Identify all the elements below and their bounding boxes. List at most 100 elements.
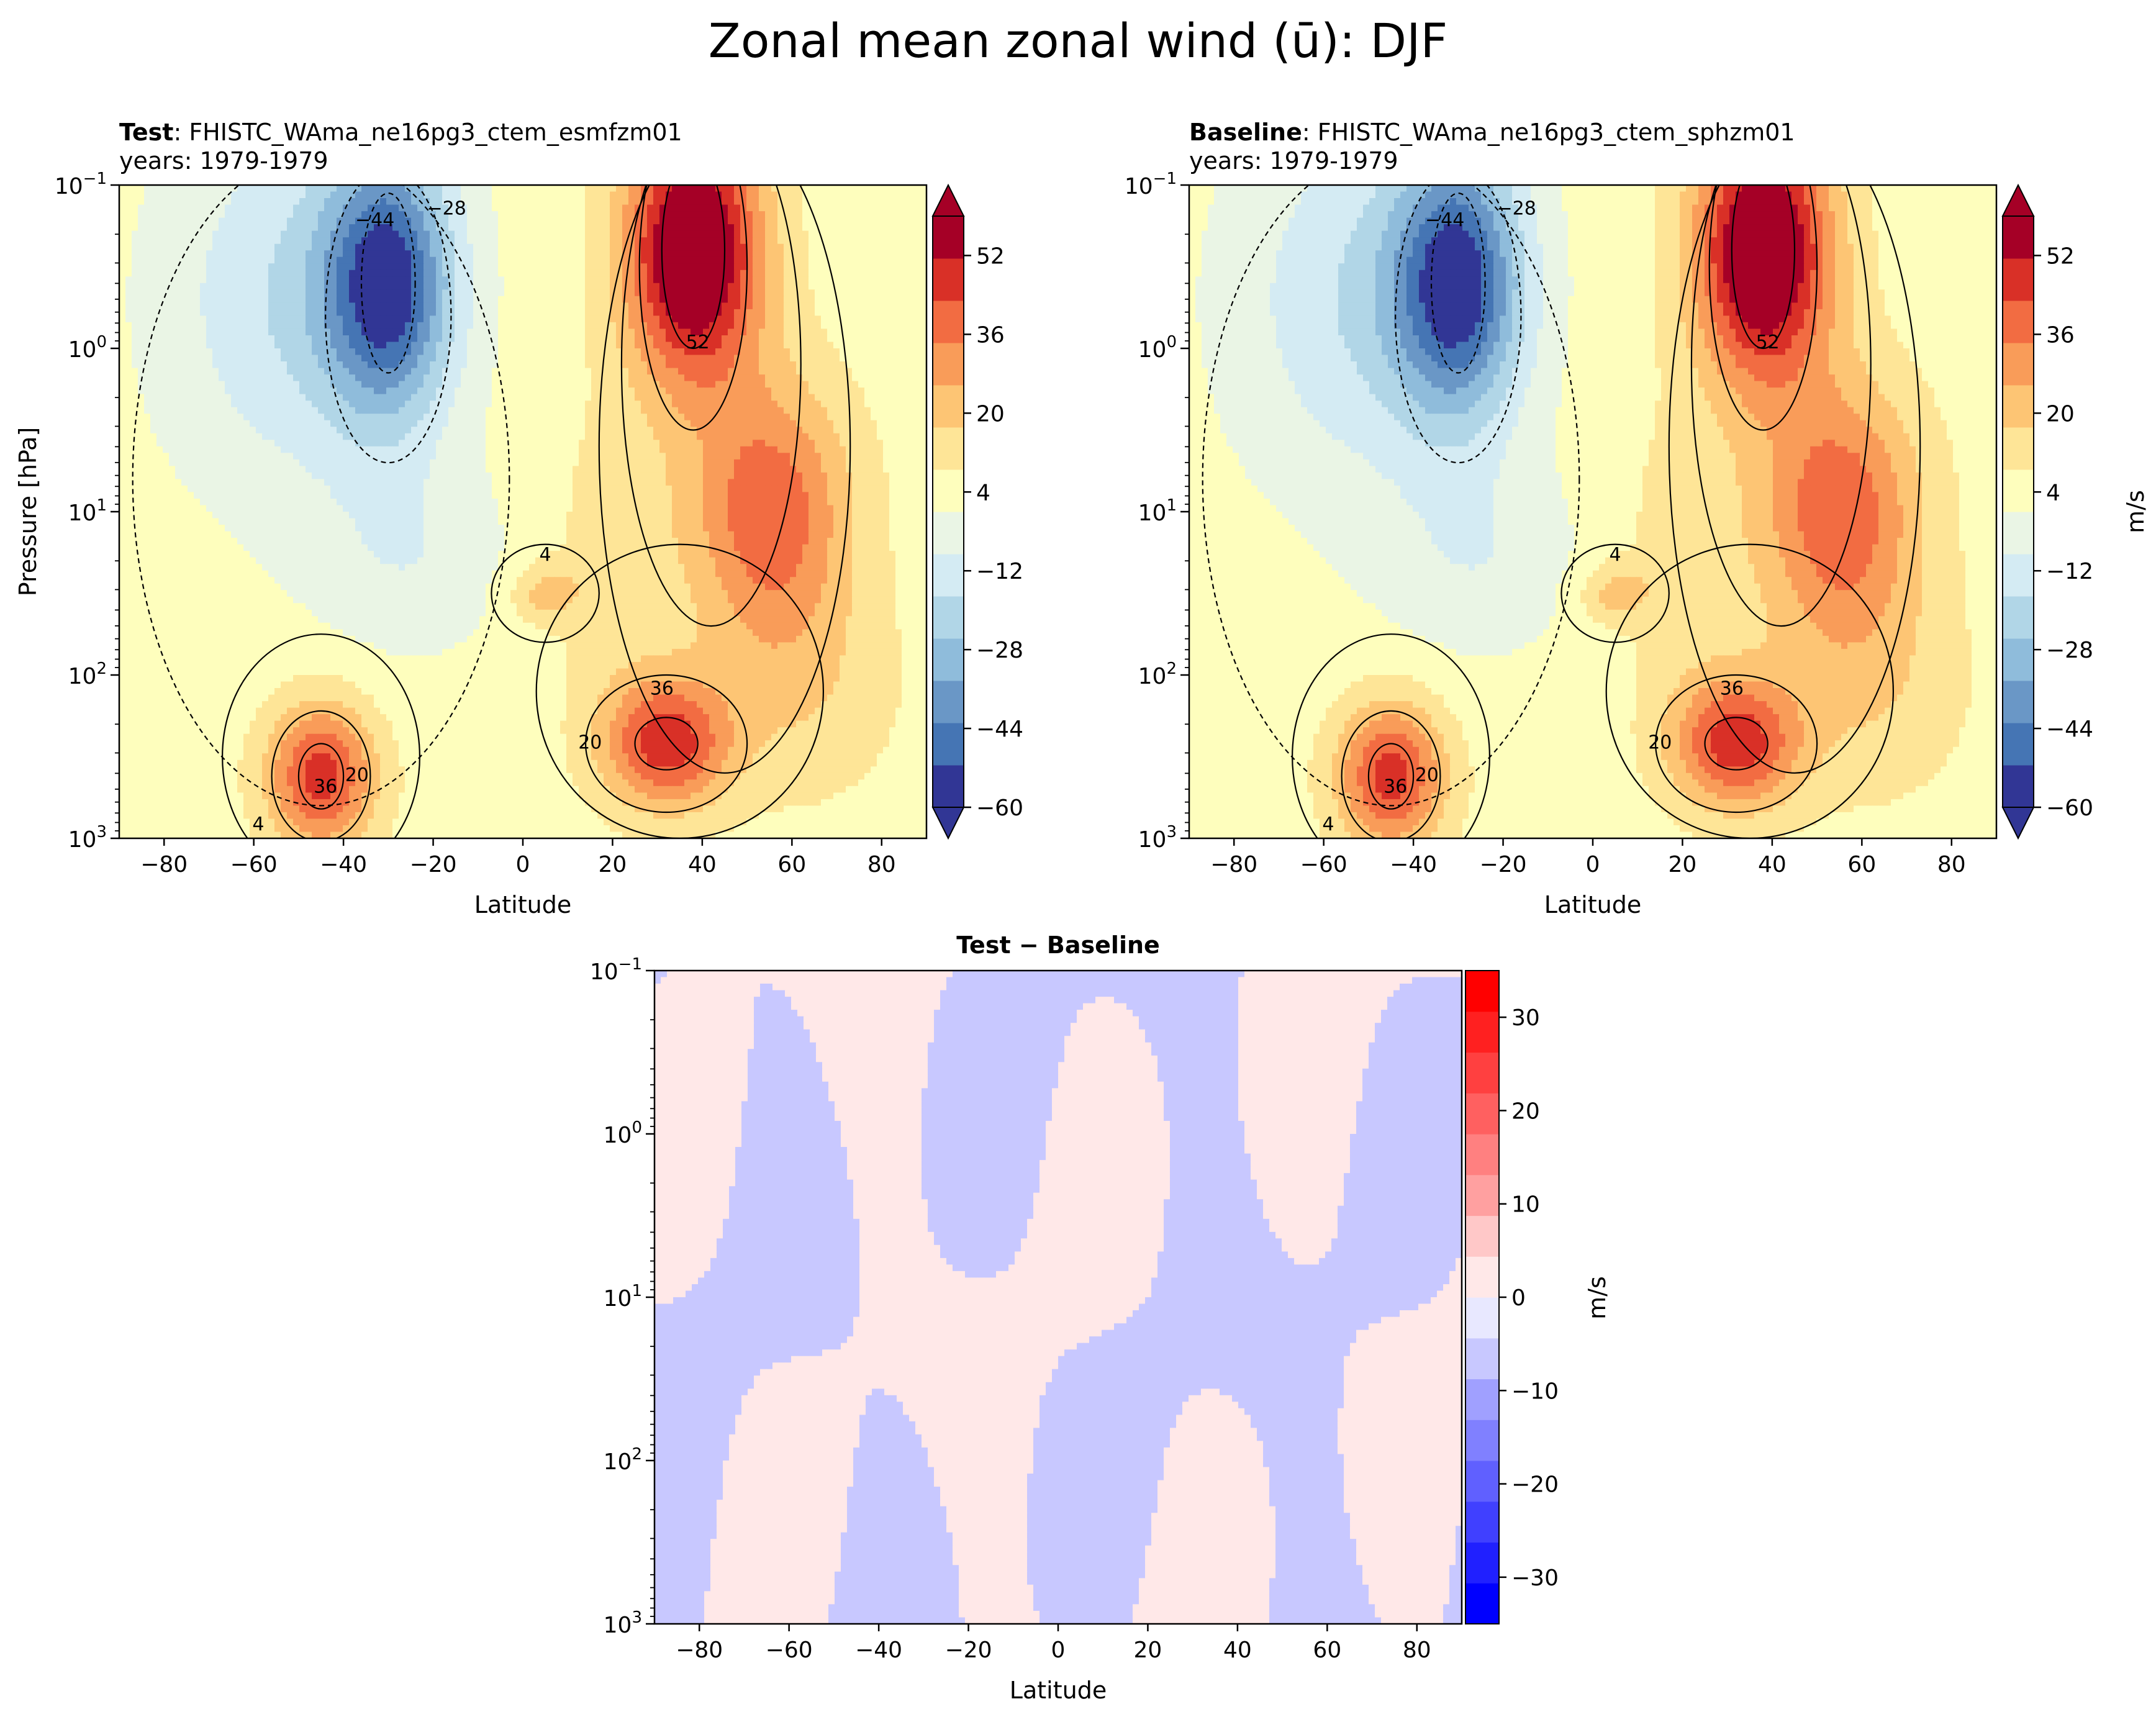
test-field-cell: [287, 407, 294, 414]
test-field-cell: [430, 250, 437, 258]
test-field-cell: [920, 283, 926, 290]
test-field-cell: [740, 355, 747, 362]
test-field-cell: [479, 414, 486, 421]
test-field-cell: [548, 361, 555, 369]
test-field-cell: [293, 394, 300, 401]
test-field-cell: [852, 335, 859, 343]
test-field-cell: [343, 427, 350, 434]
test-field-cell: [858, 315, 865, 323]
test-field-cell: [759, 387, 766, 395]
test-field-cell: [306, 328, 312, 336]
test-field-cell: [150, 420, 157, 427]
test-field-cell: [777, 328, 784, 336]
test-field-cell: [523, 394, 530, 401]
test-field-cell: [597, 283, 604, 290]
test-field-cell: [405, 224, 412, 232]
test-field-cell: [523, 374, 530, 382]
test-field-cell: [678, 276, 685, 284]
test-field-cell: [852, 276, 859, 284]
test-field-cell: [299, 420, 306, 427]
test-field-cell: [355, 283, 362, 290]
test-field-cell: [573, 191, 579, 199]
test-field-cell: [573, 322, 579, 329]
test-field-cell: [715, 198, 722, 206]
test-field-cell: [808, 211, 815, 219]
test-field-cell: [715, 355, 722, 362]
test-field-cell: [343, 309, 350, 316]
test-field-cell: [330, 368, 337, 375]
test-field-cell: [324, 185, 331, 193]
test-field-cell: [200, 270, 207, 277]
test-field-cell: [181, 374, 188, 382]
test-field-cell: [181, 204, 188, 212]
test-field-cell: [510, 302, 517, 310]
test-field-cell: [287, 283, 294, 290]
test-field-cell: [312, 243, 319, 251]
test-field-cell: [846, 263, 853, 271]
test-field-cell: [535, 335, 542, 343]
test-field-cell: [902, 355, 908, 362]
test-field-cell: [827, 407, 834, 414]
test-field-cell: [349, 243, 356, 251]
test-field-cell: [386, 211, 393, 219]
test-field-cell: [405, 289, 412, 297]
test-field-cell: [560, 427, 567, 434]
test-field-cell: [392, 348, 399, 356]
test-field-cell: [889, 204, 896, 212]
test-field-cell: [486, 322, 492, 329]
test-field-cell: [486, 381, 492, 388]
test-field-cell: [461, 342, 468, 349]
test-field-cell: [188, 276, 194, 284]
test-field-cell: [709, 185, 716, 193]
test-field-cell: [759, 237, 766, 245]
test-field-cell: [243, 414, 250, 421]
test-field-cell: [181, 198, 188, 206]
test-field-cell: [411, 328, 418, 336]
test-field-cell: [268, 185, 275, 193]
test-field-cell: [430, 243, 437, 251]
test-field-cell: [877, 296, 884, 303]
test-field-cell: [722, 289, 728, 297]
test-field-cell: [150, 361, 157, 369]
test-field-cell: [852, 387, 859, 395]
test-field-cell: [703, 217, 710, 225]
test-field-cell: [380, 401, 387, 408]
test-field-cell: [728, 335, 735, 343]
test-field-cell: [908, 276, 915, 284]
test-field-cell: [703, 204, 710, 212]
test-field-cell: [337, 191, 343, 199]
test-field-cell: [523, 198, 530, 206]
test-field-cell: [852, 283, 859, 290]
test-field-cell: [759, 420, 766, 427]
test-field-cell: [510, 283, 517, 290]
test-field-cell: [616, 387, 623, 395]
test-field-cell: [616, 283, 623, 290]
test-field-cell: [796, 276, 803, 284]
test-field-cell: [200, 420, 207, 427]
test-field-cell: [840, 387, 846, 395]
test-field-cell: [212, 420, 219, 427]
test-field-cell: [355, 420, 362, 427]
test-field-cell: [827, 302, 834, 310]
test-field-cell: [281, 309, 288, 316]
test-field-cell: [597, 243, 604, 251]
test-field-cell: [573, 355, 579, 362]
test-field-cell: [709, 237, 716, 245]
test-field-cell: [728, 407, 735, 414]
test-field-cell: [827, 191, 834, 199]
test-field-cell: [436, 401, 443, 408]
test-field-cell: [616, 368, 623, 375]
test-field-cell: [517, 315, 523, 323]
test-field-cell: [293, 374, 300, 382]
test-field-cell: [337, 368, 343, 375]
test-field-cell: [709, 302, 716, 310]
test-field-cell: [802, 283, 809, 290]
test-field-cell: [641, 394, 648, 401]
test-field-cell: [188, 381, 194, 388]
test-field-cell: [330, 217, 337, 225]
test-field-cell: [815, 348, 822, 356]
test-field-cell: [691, 322, 697, 329]
test-field-cell: [548, 427, 555, 434]
test-field-cell: [808, 368, 815, 375]
test-field-cell: [343, 348, 350, 356]
